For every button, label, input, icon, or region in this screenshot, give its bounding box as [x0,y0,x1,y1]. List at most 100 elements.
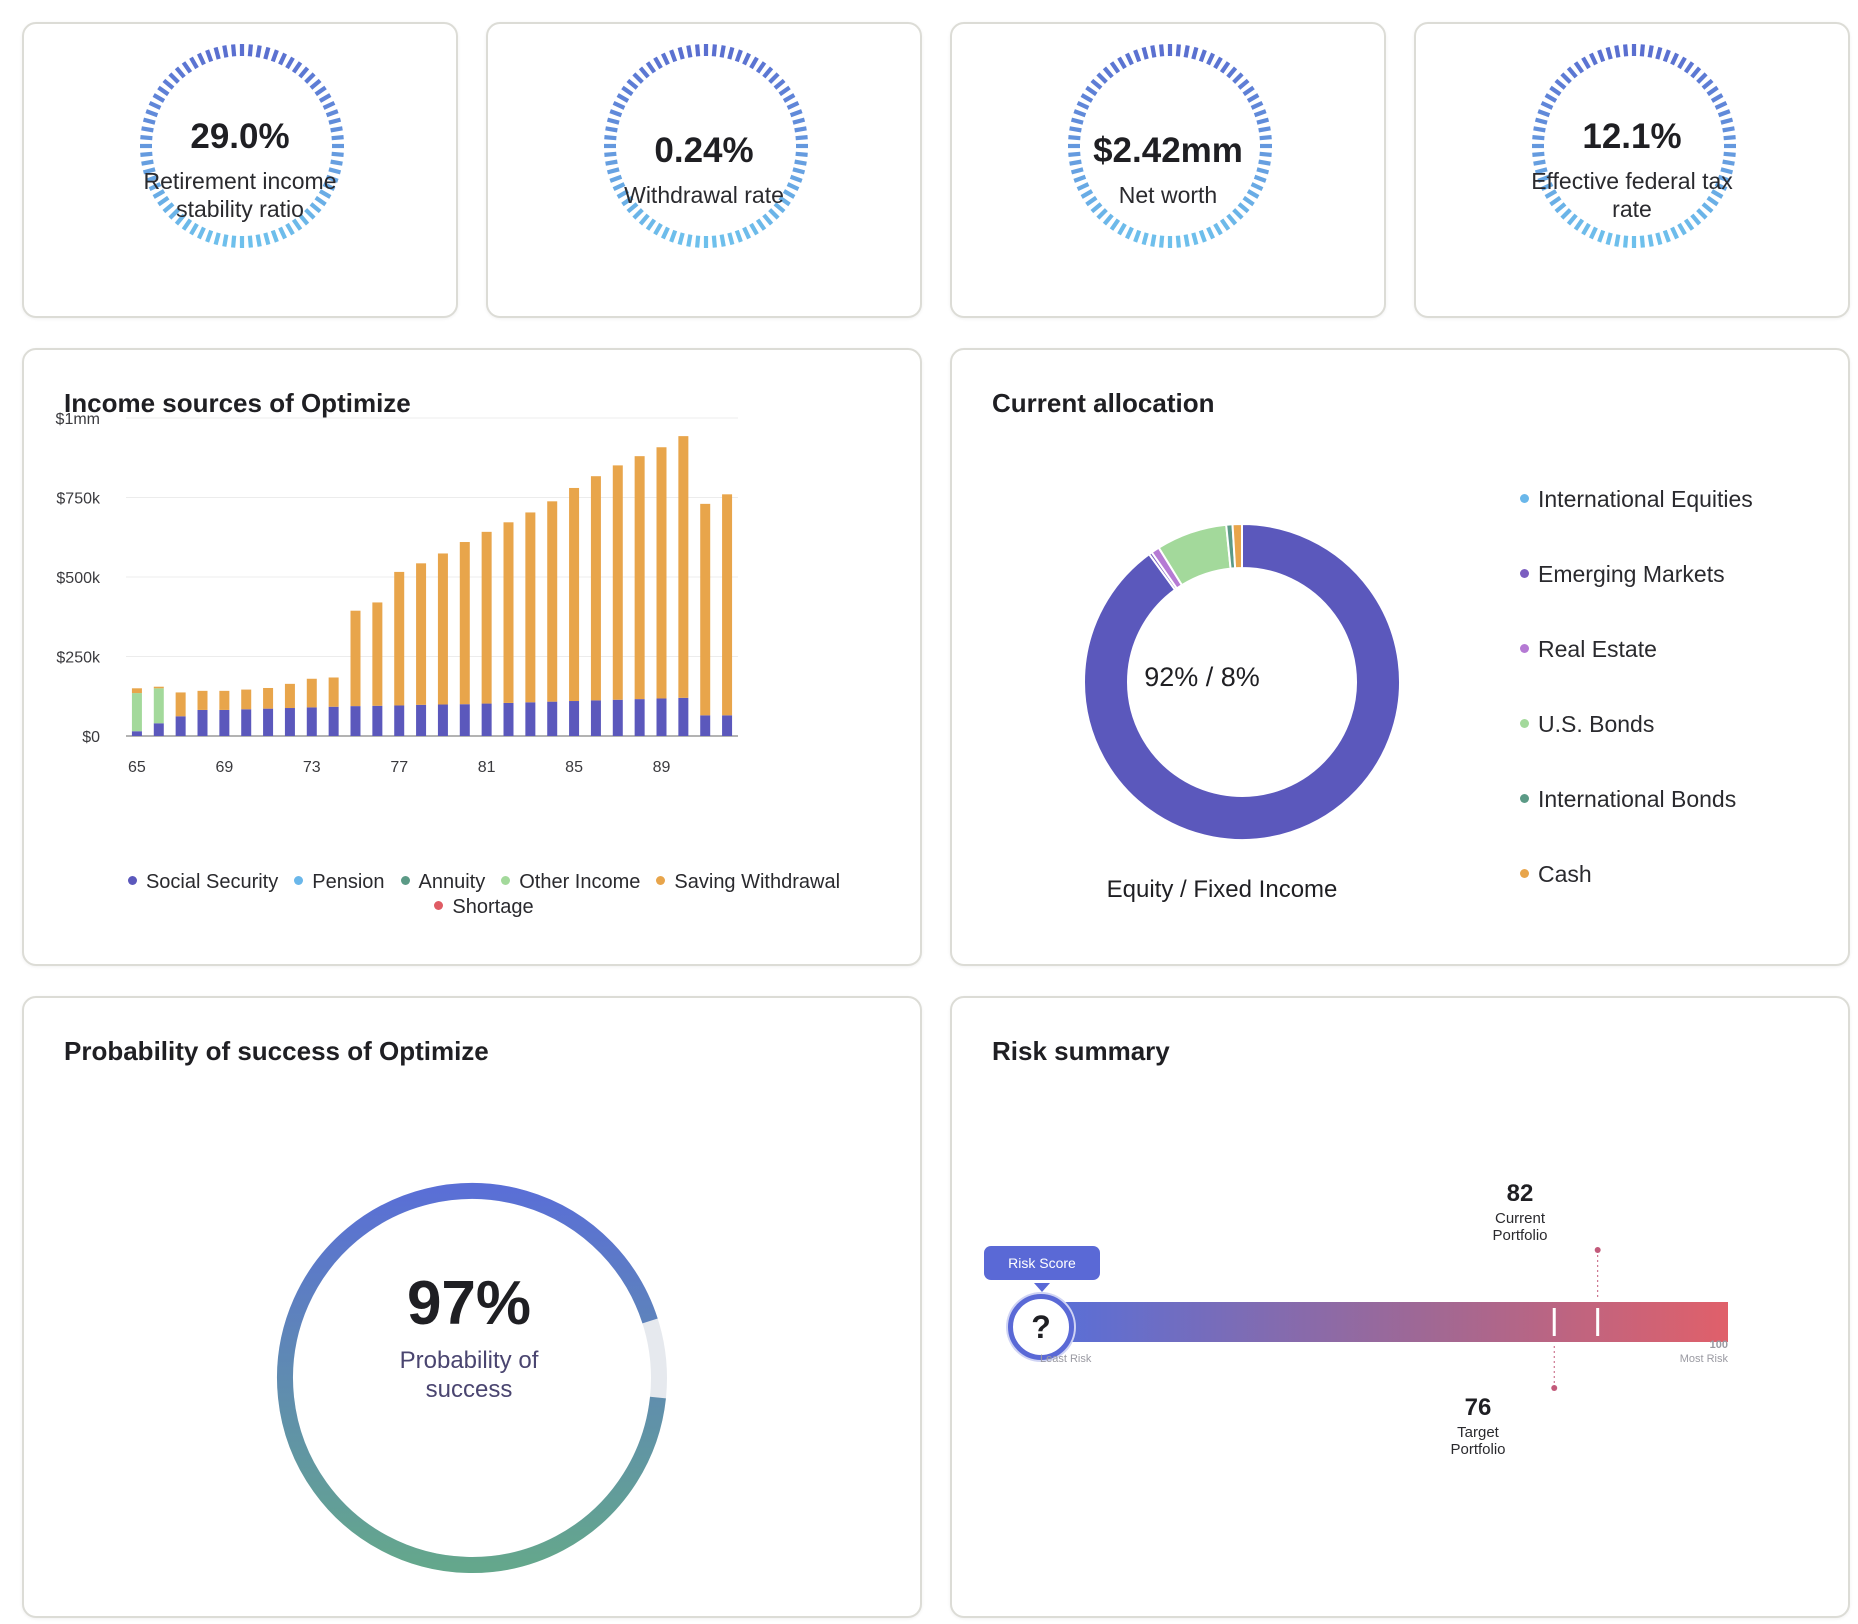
kpi-ring-tick [773,202,786,214]
donut-slice[interactable] [1083,522,1401,841]
kpi-ring-tick [325,174,339,183]
kpi-ring-tick [1250,182,1264,192]
legend-label: Other Income [519,871,641,893]
kpi-ring-tick [1183,234,1190,247]
allocation-legend-item[interactable]: Real Estate [1520,636,1753,711]
allocation-legend-item[interactable]: Cash [1520,861,1753,936]
kpi-ring-tick [314,195,327,207]
kpi-ring-tick [605,159,618,166]
kpi-ring-tick [162,202,175,214]
kpi-ring-tick [621,195,634,207]
y-tick-label: $0 [82,729,100,746]
kpi-ring-tick [755,61,767,74]
legend-label: International Equities [1538,486,1753,512]
legend-label: Pension [312,871,385,893]
donut-slice[interactable] [1231,522,1243,570]
allocation-legend-item[interactable]: Emerging Markets [1520,561,1753,636]
kpi-ring-tick [727,232,735,246]
allocation-legend-item[interactable]: U.S. Bonds [1520,711,1753,786]
legend-label: Social Security [145,871,279,893]
probability-card: Probability of success of Optimize 97% P… [22,996,922,1618]
legend-item[interactable]: Other Income [501,870,640,895]
legend-dot-icon [434,901,444,911]
kpi-ring-tick [1701,202,1714,214]
kpi-ring-tick [616,93,630,103]
kpi-ring-tick [331,135,344,141]
kpi-ring-tick [1597,229,1606,243]
bar-segment [678,436,689,698]
bar-segment [547,501,558,702]
bar-segment [394,571,405,706]
legend-item[interactable]: Pension [294,870,385,895]
kpi-ring-tick [1677,222,1687,236]
kpi-ring-tick [1534,117,1548,125]
kpi-ring-tick [1588,226,1598,240]
kpi-ring-tick [621,85,634,97]
kpi-ring-tick [686,45,693,58]
bar-segment [722,715,733,736]
kpi-ring-tick [609,174,623,183]
kpi-ring-tick [1614,45,1621,58]
kpi-ring-tick [1085,195,1098,207]
kpi-ring-tick [247,235,253,248]
risk-score-badge-label: Risk Score [1008,1255,1076,1271]
kpi-ring-tick [1588,52,1598,66]
x-tick-label: 85 [565,759,583,776]
kpi-ring-tick [1670,52,1680,66]
bar-segment [700,503,711,716]
allocation-legend-item[interactable]: International Bonds [1520,786,1753,861]
kpi-ring-tick [1532,135,1545,141]
kpi-ring-tick [1720,167,1734,175]
kpi-ring-tick [152,93,166,103]
kpi-ring-tick [606,117,620,125]
kpi-ring-tick [1070,117,1084,125]
kpi-ring-tick [1623,44,1629,57]
bar-segment [656,698,667,736]
kpi-ring-tick [1534,167,1548,175]
legend-label: Shortage [452,896,534,918]
legend-label: Real Estate [1538,636,1657,662]
bar-segment [219,709,230,736]
kpi-ring-tick [638,66,650,79]
kpi-ring-tick [653,56,663,70]
kpi-ring-tick [322,100,336,110]
kpi-ring-tick [616,189,630,199]
kpi-ring-tick [148,182,162,192]
kpi-ring-tick [1717,109,1731,118]
kpi-label: Net worth [1118,182,1218,208]
kpi-ring [1068,44,1272,248]
kpi-ring-tick [1159,235,1165,248]
kpi-ring-tick [1710,189,1724,199]
risk-scale [1034,1247,1728,1391]
legend-dot-icon [1520,494,1529,504]
kpi-ring-tick [1573,218,1585,231]
bar-segment [590,700,601,736]
risk-gradient-bar [1062,1302,1728,1342]
bar-segment [284,683,295,709]
bar-segment [634,699,645,736]
legend-item[interactable]: Social Security [127,870,279,895]
allocation-legend-item[interactable]: International Equities [1520,486,1753,561]
kpi-ring-tick [1096,208,1108,220]
kpi-ring-tick [1090,78,1103,90]
risk-question-icon[interactable]: ? [1008,1294,1074,1360]
allocation-legend: International Equities Emerging Markets Re… [1520,486,1753,936]
kpi-ring-tick [1242,85,1255,97]
kpi-ring-tick [285,56,295,70]
kpi-ring-tick [626,202,639,214]
legend-label: International Bonds [1538,786,1737,812]
legend-item[interactable]: Saving Withdrawal [656,870,840,895]
kpi-ring-tick [247,44,253,57]
kpi-ring-tick [778,195,791,207]
legend-item[interactable]: Shortage [434,895,534,920]
kpi-ring-tick [1690,66,1702,79]
risk-score-badge[interactable]: Risk Score [984,1246,1100,1280]
x-tick-label: 73 [303,759,321,776]
kpi-ring-tick [328,117,342,125]
kpi-ring-tick [1670,226,1680,240]
kpi-ring-tick [786,100,800,110]
bar-segment [612,465,623,700]
kpi-ring-tick [1237,78,1250,90]
kpi-ring-tick [792,117,806,125]
legend-item[interactable]: Annuity [400,870,485,895]
